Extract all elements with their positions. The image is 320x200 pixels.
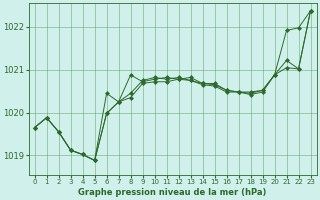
X-axis label: Graphe pression niveau de la mer (hPa): Graphe pression niveau de la mer (hPa): [78, 188, 267, 197]
